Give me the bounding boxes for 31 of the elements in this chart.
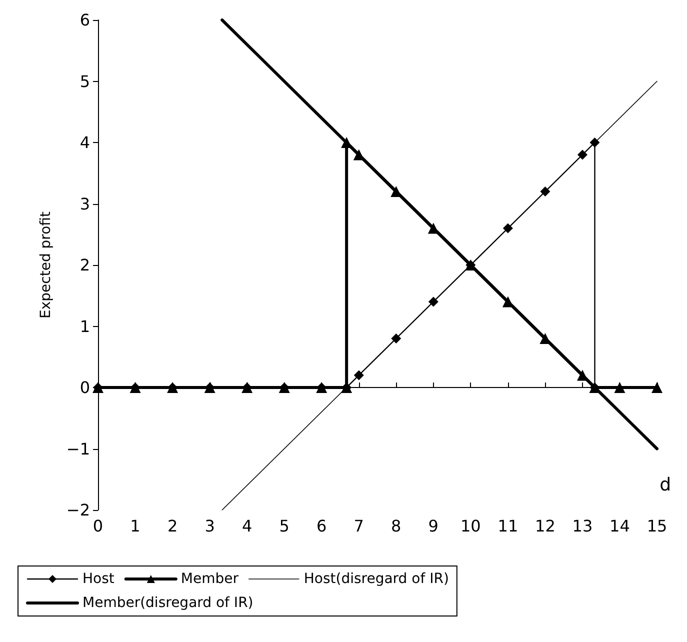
y-tick-label: 1 (80, 316, 90, 336)
y-tick-label: −2 (66, 500, 90, 520)
x-tick-label: 13 (572, 516, 593, 536)
x-tick-label: 10 (460, 516, 481, 536)
x-tick-label: 4 (242, 516, 252, 536)
y-tick-label: 4 (80, 133, 90, 152)
x-tick-label: 9 (428, 516, 438, 536)
x-tick-label: 15 (646, 516, 668, 536)
y-tick-label: 6 (80, 10, 90, 30)
x-tick-label: 6 (316, 516, 327, 536)
x-tick-label: 0 (92, 516, 104, 536)
x-tick-label: 1 (130, 516, 140, 536)
y-tick-label: −1 (66, 439, 90, 458)
y-tick-label: 3 (80, 194, 90, 214)
x-tick-label: 8 (391, 516, 402, 536)
x-tick-label: 12 (535, 516, 556, 536)
y-axis-title: Expected profit (38, 211, 54, 318)
x-tick-label: 14 (610, 516, 630, 536)
x-tick-label: 5 (279, 516, 290, 536)
y-tick-label: 0 (80, 378, 90, 397)
legend-label: Member (180, 571, 239, 587)
x-tick-label: 2 (167, 516, 178, 536)
legend-label: Member(disregard of IR) (82, 595, 254, 611)
y-tick-label: 2 (80, 256, 90, 274)
x-tick-label: 11 (498, 516, 518, 536)
legend-label: Host (82, 571, 115, 587)
x-tick-label: 7 (354, 516, 364, 536)
x-tick-label: 3 (204, 516, 215, 536)
y-tick-label: 5 (80, 72, 90, 91)
legend-label: Host(disregard of IR) (304, 571, 449, 587)
x-axis-title: d (660, 474, 672, 496)
